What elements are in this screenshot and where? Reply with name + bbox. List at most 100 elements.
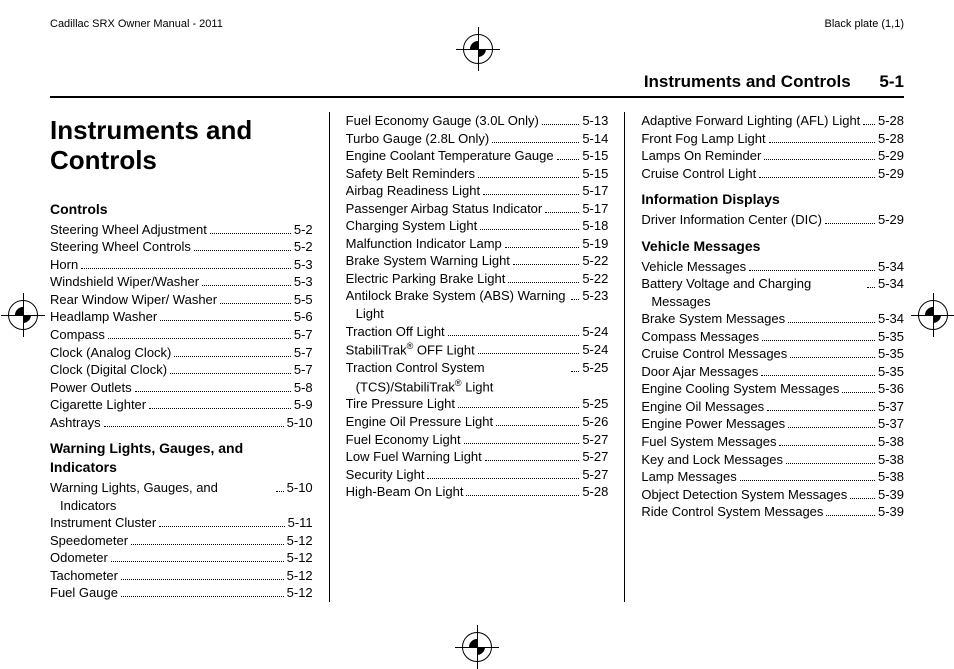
toc-entry: Compass Messages5-35 bbox=[641, 328, 904, 346]
toc-entry: Object Detection System Messages5-39 bbox=[641, 486, 904, 504]
toc-entry-page: 5-26 bbox=[582, 413, 608, 431]
crop-mark-right bbox=[918, 300, 946, 328]
toc-leader-dots bbox=[867, 277, 875, 288]
toc-entry-page: 5-9 bbox=[294, 396, 313, 414]
plate-info: Black plate (1,1) bbox=[825, 18, 904, 30]
toc-entry: Engine Cooling System Messages5-36 bbox=[641, 380, 904, 398]
toc-leader-dots bbox=[466, 485, 579, 496]
toc-leader-dots bbox=[478, 343, 580, 354]
toc-leader-dots bbox=[764, 149, 875, 160]
toc-entry: Door Ajar Messages5-35 bbox=[641, 363, 904, 381]
crop-mark-top bbox=[50, 34, 904, 62]
toc-leader-dots bbox=[761, 364, 875, 375]
toc-entry-label: Engine Cooling System Messages bbox=[641, 380, 839, 398]
toc-entry-page: 5-29 bbox=[878, 165, 904, 183]
toc-entry-page: 5-25 bbox=[582, 395, 608, 413]
toc-entry-label: Rear Window Wiper/ Washer bbox=[50, 291, 217, 309]
toc-entry-page: 5-29 bbox=[878, 211, 904, 229]
toc-entry-page: 5-34 bbox=[878, 310, 904, 328]
toc-leader-dots bbox=[478, 166, 579, 177]
toc-leader-dots bbox=[767, 400, 875, 411]
toc-entry-label: Ashtrays bbox=[50, 414, 101, 432]
toc-entry-label: Horn bbox=[50, 256, 78, 274]
toc-leader-dots bbox=[545, 201, 579, 212]
toc-entry-page: 5-12 bbox=[287, 584, 313, 602]
toc-entry: Power Outlets5-8 bbox=[50, 379, 313, 397]
toc-entry: Tire Pressure Light 5-25 bbox=[346, 395, 609, 413]
toc-leader-dots bbox=[135, 380, 291, 391]
toc-leader-dots bbox=[160, 310, 291, 321]
toc-entry-label: Driver Information Center (DIC) bbox=[641, 211, 822, 229]
toc-entry-page: 5-35 bbox=[878, 328, 904, 346]
toc-leader-dots bbox=[740, 470, 875, 481]
toc-entry-page: 5-35 bbox=[878, 345, 904, 363]
toc-leader-dots bbox=[458, 397, 579, 408]
toc-entry-label: Turbo Gauge (2.8L Only) bbox=[346, 130, 490, 148]
toc-entry: Horn5-3 bbox=[50, 256, 313, 274]
toc-entry-page: 5-10 bbox=[287, 479, 313, 497]
toc-entry-page: 5-8 bbox=[294, 379, 313, 397]
toc-entry: Turbo Gauge (2.8L Only)5-14 bbox=[346, 130, 609, 148]
toc-entry: Safety Belt Reminders5-15 bbox=[346, 165, 609, 183]
toc-entry: Lamps On Reminder 5-29 bbox=[641, 147, 904, 165]
toc-entry: Headlamp Washer5-6 bbox=[50, 308, 313, 326]
toc-entry-page: 5-29 bbox=[878, 147, 904, 165]
toc-entry-label: Passenger Airbag Status Indicator bbox=[346, 200, 543, 218]
toc-entry: Cigarette Lighter5-9 bbox=[50, 396, 313, 414]
toc-entry: Charging System Light5-18 bbox=[346, 217, 609, 235]
toc-entry-page: 5-22 bbox=[582, 270, 608, 288]
toc-entry: Engine Oil Messages5-37 bbox=[641, 398, 904, 416]
toc-entry: Vehicle Messages5-34 bbox=[641, 258, 904, 276]
toc-entry-label: Key and Lock Messages bbox=[641, 451, 783, 469]
registration-mark-icon bbox=[462, 632, 492, 662]
toc-entry-label: Fuel Gauge bbox=[50, 584, 118, 602]
toc-entry-label: Tire Pressure Light bbox=[346, 395, 455, 413]
toc-entry-page: 5-38 bbox=[878, 433, 904, 451]
toc-entry-page: 5-37 bbox=[878, 415, 904, 433]
toc-entry-label: Brake System Warning Light bbox=[346, 252, 510, 270]
toc-entry: Traction Off Light5-24 bbox=[346, 323, 609, 341]
toc-leader-dots bbox=[790, 347, 875, 358]
toc-entry: Airbag Readiness Light5-17 bbox=[346, 182, 609, 200]
toc-leader-dots bbox=[842, 382, 875, 393]
toc-entry: StabiliTrak® OFF Light5-24 bbox=[346, 340, 609, 359]
toc-entry-label: Traction Off Light bbox=[346, 323, 445, 341]
toc-entry-page: 5-7 bbox=[294, 326, 313, 344]
toc-entry-page: 5-19 bbox=[582, 235, 608, 253]
toc-entry: High-Beam On Light5-28 bbox=[346, 483, 609, 501]
toc-subheading: Information Displays bbox=[641, 190, 904, 209]
toc-entry-label: Fuel System Messages bbox=[641, 433, 776, 451]
page: Cadillac SRX Owner Manual - 2011 Black p… bbox=[0, 0, 954, 668]
toc-entry-page: 5-12 bbox=[287, 532, 313, 550]
toc-entry: Security Light5-27 bbox=[346, 466, 609, 484]
toc-entry: Ride Control System Messages5-39 bbox=[641, 503, 904, 521]
toc-leader-dots bbox=[863, 114, 875, 125]
toc-entry-page: 5-23 bbox=[582, 287, 608, 305]
toc-entry-page: 5-22 bbox=[582, 252, 608, 270]
toc-entry-page: 5-15 bbox=[582, 147, 608, 165]
toc-columns: Instruments and Controls ControlsSteerin… bbox=[50, 112, 904, 602]
toc-entry-label: Clock (Digital Clock) bbox=[50, 361, 167, 379]
toc-entry-label: Cruise Control Messages bbox=[641, 345, 787, 363]
toc-entry: Engine Coolant Temperature Gauge5-15 bbox=[346, 147, 609, 165]
toc-leader-dots bbox=[131, 533, 284, 544]
toc-entry-page: 5-25 bbox=[582, 359, 608, 377]
toc-leader-dots bbox=[542, 114, 579, 125]
toc-entry-page: 5-27 bbox=[582, 431, 608, 449]
toc-entry-label: Warning Lights, Gauges, and Indicators bbox=[50, 479, 273, 514]
toc-leader-dots bbox=[480, 219, 579, 230]
toc-entry-label: StabiliTrak® OFF Light bbox=[346, 340, 475, 359]
toc-entry-page: 5-2 bbox=[294, 238, 313, 256]
toc-leader-dots bbox=[108, 328, 291, 339]
toc-leader-dots bbox=[759, 166, 875, 177]
toc-entry: Fuel Gauge 5-12 bbox=[50, 584, 313, 602]
registration-mark-icon bbox=[918, 300, 948, 330]
toc-leader-dots bbox=[464, 432, 580, 443]
registration-mark-icon bbox=[8, 300, 38, 330]
toc-entry-label: Lamps On Reminder bbox=[641, 147, 761, 165]
toc-entry: Electric Parking Brake Light5-22 bbox=[346, 270, 609, 288]
toc-entry: Warning Lights, Gauges, and Indicators 5-… bbox=[50, 479, 313, 514]
print-header: Cadillac SRX Owner Manual - 2011 Black p… bbox=[50, 18, 904, 30]
toc-entry-label: Instrument Cluster bbox=[50, 514, 156, 532]
toc-entry: Ashtrays5-10 bbox=[50, 414, 313, 432]
